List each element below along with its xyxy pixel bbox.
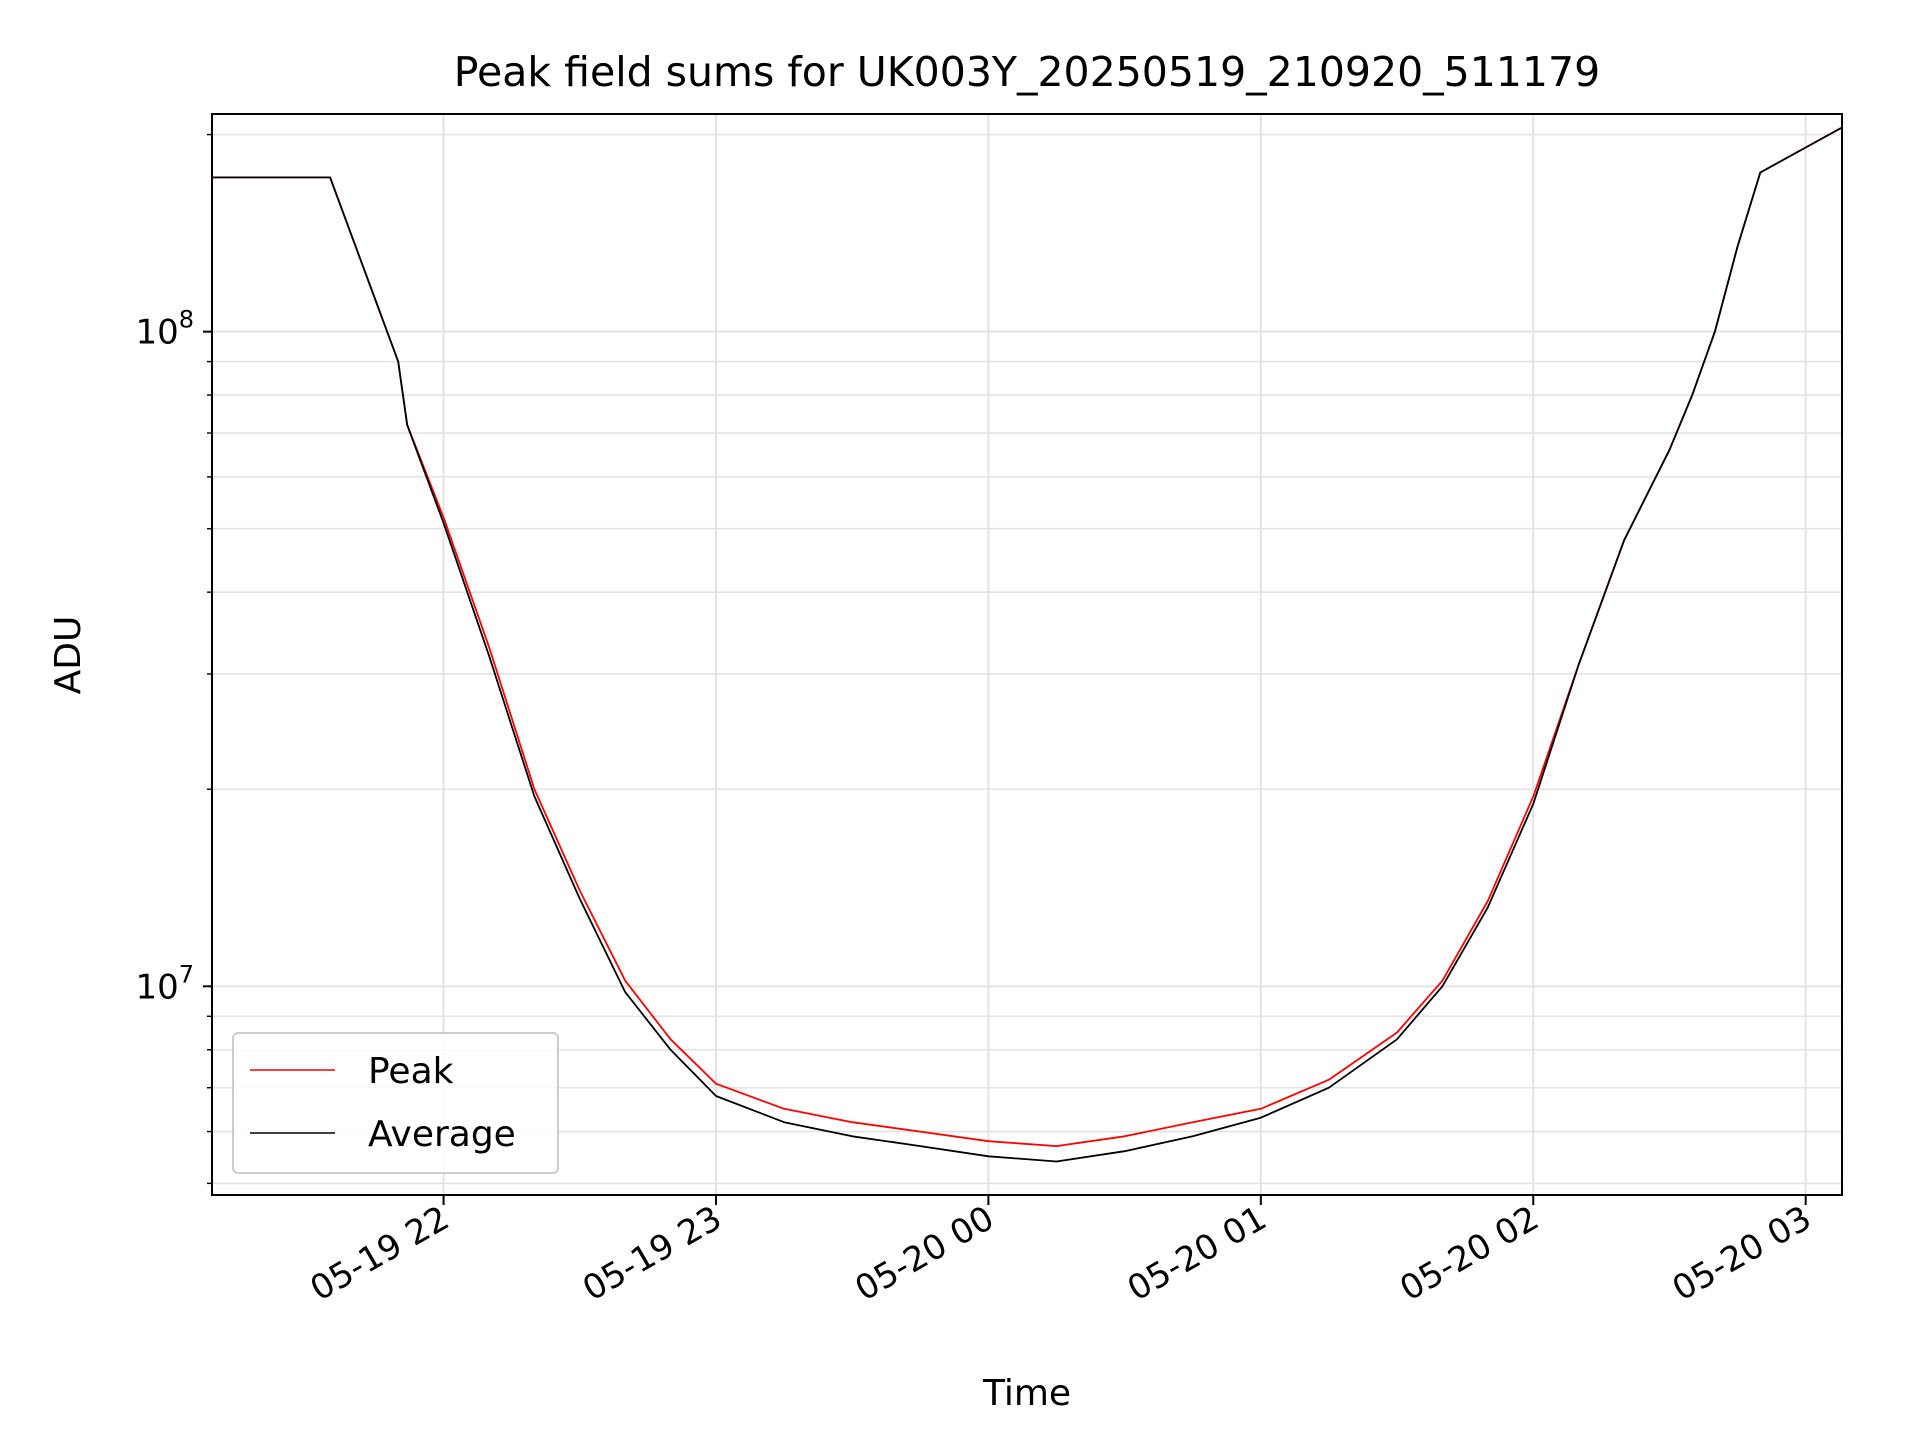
legend: Peak Average — [232, 1032, 559, 1174]
x-tick-label: 05-20 01 — [1121, 1198, 1273, 1309]
x-tick-label: 05-19 23 — [576, 1198, 728, 1309]
x-axis: 05-19 22 05-19 23 05-20 00 05-20 01 05-20 02… — [304, 1195, 1818, 1309]
y-axis-label: ADU — [48, 616, 89, 695]
grid — [212, 114, 1842, 1195]
x-tick-label: 05-20 02 — [1393, 1198, 1545, 1309]
plot-frame — [211, 113, 1843, 1196]
legend-label-average: Average — [368, 1114, 516, 1155]
y-axis: 107 108 — [135, 133, 212, 1185]
chart-title: Peak field sums for UK003Y_20250519_2109… — [454, 48, 1600, 96]
series-group — [212, 126, 1842, 1163]
x-tick-label: 05-20 03 — [1666, 1198, 1818, 1309]
x-tick-label: 05-19 22 — [304, 1198, 456, 1309]
legend-box — [232, 1032, 559, 1174]
legend-label-peak: Peak — [368, 1051, 454, 1092]
series-line-average — [212, 126, 1842, 1163]
y-tick-label: 107 — [135, 960, 194, 1007]
x-tick-label: 05-20 00 — [849, 1198, 1001, 1309]
x-axis-label: Time — [982, 1373, 1071, 1414]
series-line-peak — [212, 126, 1842, 1147]
y-tick-label: 108 — [135, 306, 194, 353]
